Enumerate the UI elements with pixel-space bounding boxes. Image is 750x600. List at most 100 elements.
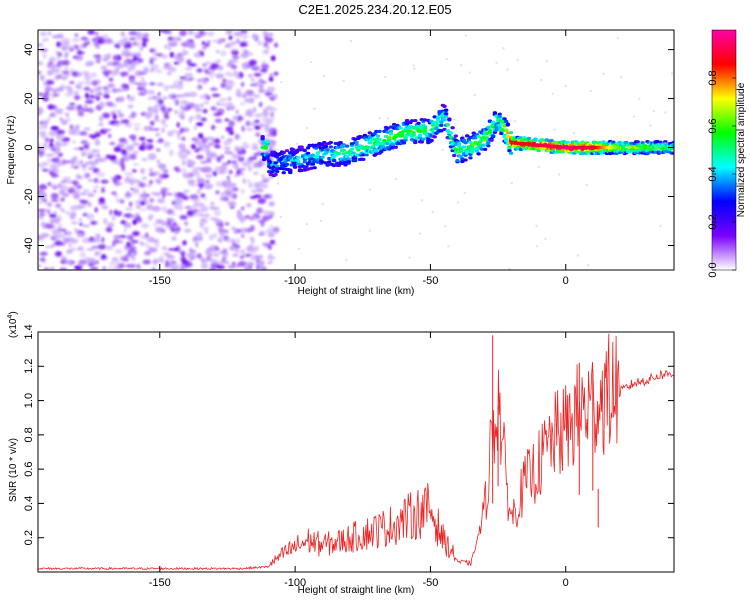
noise-blob — [129, 37, 136, 41]
noise-blob — [135, 41, 141, 47]
noise-blob — [203, 101, 210, 105]
noise-blob — [149, 82, 156, 86]
noise-blob — [193, 126, 198, 130]
ridge-blob — [284, 149, 290, 153]
noise-blob — [251, 143, 258, 148]
noise-blob — [182, 264, 186, 267]
noise-blob — [199, 78, 206, 81]
faint-point — [464, 34, 467, 37]
faint-point — [441, 148, 444, 152]
noise-blob — [194, 114, 203, 120]
faint-point — [368, 229, 372, 232]
noise-blob — [62, 211, 70, 214]
noise-blob — [236, 37, 240, 43]
noise-blob — [38, 190, 46, 196]
noise-blob — [98, 123, 104, 126]
snr-ylabel: SNR (10 * v/v) — [8, 438, 19, 502]
ridge-blob — [435, 119, 441, 123]
noise-blob — [203, 213, 211, 219]
ridge-blob — [526, 136, 532, 141]
noise-blob — [225, 30, 232, 35]
noise-blob — [260, 221, 265, 227]
noise-blob — [104, 128, 112, 132]
noise-blob — [39, 74, 45, 81]
faint-point — [386, 117, 390, 120]
noise-blob — [139, 169, 145, 174]
noise-blob — [129, 153, 137, 160]
noise-blob — [254, 119, 260, 124]
noise-blob — [180, 256, 187, 262]
noise-blob — [91, 238, 101, 243]
chart-title: C2E1.2025.234.20.12.E05 — [298, 2, 451, 17]
faint-point — [297, 247, 301, 251]
noise-blob — [70, 205, 77, 212]
snr-multiplier-close: ) — [8, 311, 19, 314]
noise-blob — [67, 105, 71, 110]
noise-blob — [140, 234, 147, 240]
noise-blob — [272, 226, 280, 233]
noise-blob — [163, 84, 169, 92]
ridge-blob — [448, 131, 454, 135]
noise-blob — [216, 155, 222, 163]
ridge-blob — [299, 145, 304, 149]
noise-blob — [76, 185, 83, 189]
noise-blob — [258, 88, 265, 94]
noise-blob — [230, 64, 238, 70]
noise-blob — [151, 108, 159, 114]
ridge-blob — [429, 119, 434, 123]
noise-blob — [141, 158, 148, 161]
noise-blob — [218, 39, 224, 44]
noise-blob — [188, 183, 198, 187]
noise-blob — [100, 179, 109, 184]
noise-blob — [173, 37, 178, 41]
ridge-core — [615, 145, 620, 150]
noise-blob — [43, 124, 48, 130]
noise-blob — [39, 251, 48, 256]
noise-blob — [258, 254, 263, 260]
ridge-blob — [458, 154, 463, 159]
noise-blob — [51, 67, 61, 74]
ridge-blob — [505, 122, 511, 126]
noise-blob — [237, 117, 245, 120]
noise-blob — [231, 246, 239, 252]
faint-point — [368, 188, 372, 191]
noise-blob — [205, 174, 213, 178]
noise-blob — [89, 89, 95, 94]
ridge-blob — [362, 133, 368, 137]
noise-blob — [235, 110, 239, 114]
noise-blob — [214, 139, 219, 143]
ridge-blob — [601, 140, 606, 144]
noise-blob — [131, 256, 136, 262]
ridge-blob — [486, 141, 491, 145]
noise-blob — [209, 74, 214, 79]
ridge-blob — [507, 149, 512, 153]
noise-blob — [228, 120, 235, 127]
noise-blob — [132, 163, 140, 166]
noise-blob — [175, 94, 185, 98]
noise-blob — [245, 145, 250, 148]
faint-point — [345, 258, 348, 262]
faint-point — [276, 232, 279, 235]
noise-blob — [79, 251, 86, 258]
ridge-blob — [504, 119, 509, 124]
noise-blob — [209, 249, 217, 253]
colorbar-tick-label-3: 0.6 — [707, 118, 719, 133]
noise-blob — [246, 108, 254, 114]
noise-blob — [231, 160, 238, 164]
noise-blob — [186, 252, 194, 259]
noise-blob — [189, 116, 194, 120]
noise-blob — [168, 84, 178, 89]
noise-blob — [213, 144, 218, 148]
spectrogram-x-tick-label-1: -100 — [284, 275, 306, 287]
noise-blob — [251, 33, 258, 39]
noise-blob — [144, 250, 152, 256]
noise-blob — [60, 38, 70, 43]
noise-blob — [184, 67, 193, 71]
noise-blob — [159, 30, 168, 34]
noise-blob — [155, 69, 163, 74]
ridge-blob — [435, 116, 441, 120]
faint-point — [506, 68, 509, 71]
faint-point — [418, 232, 422, 235]
ridge-blob — [549, 138, 554, 143]
noise-blob — [173, 99, 179, 104]
